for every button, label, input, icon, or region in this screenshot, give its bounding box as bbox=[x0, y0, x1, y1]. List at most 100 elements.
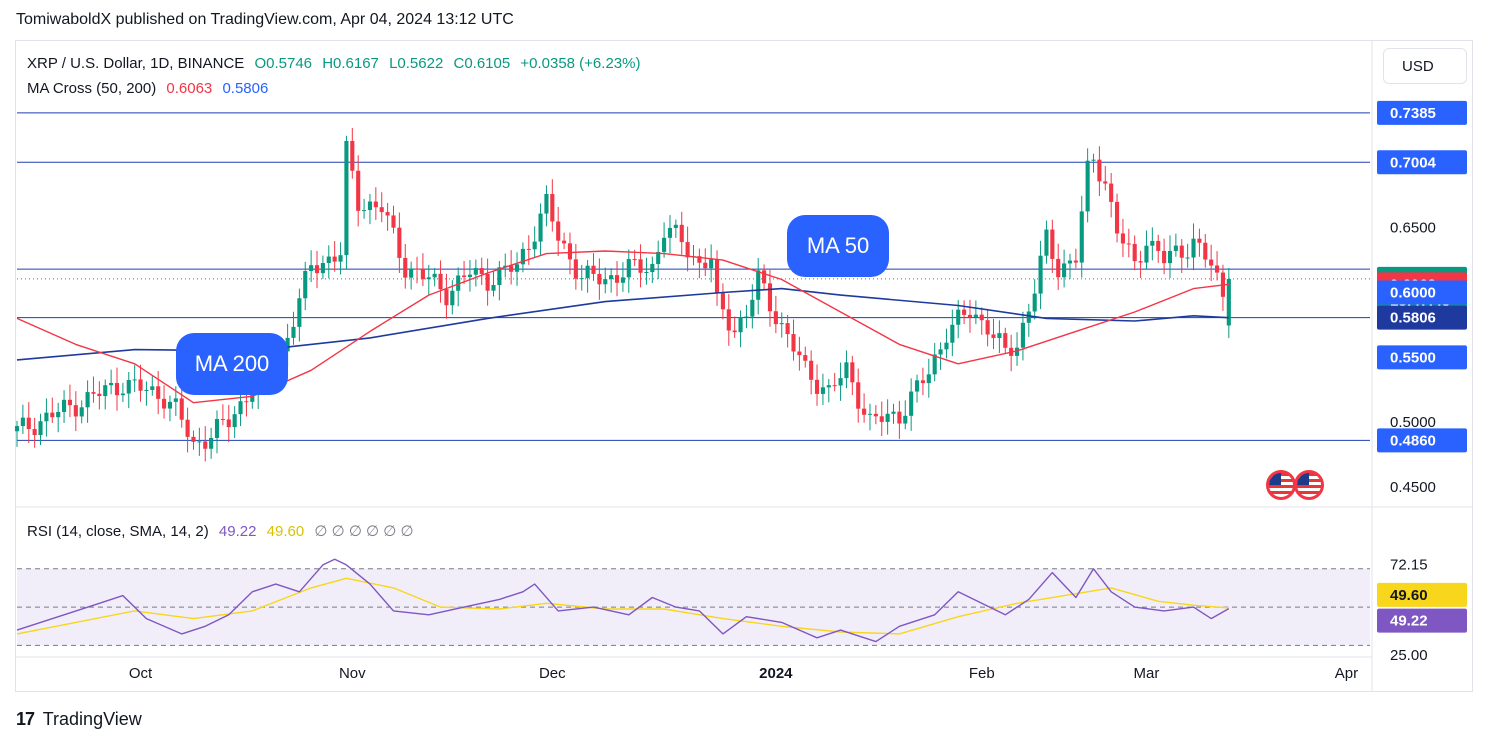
candle-body[interactable] bbox=[809, 360, 814, 380]
candle-body[interactable] bbox=[732, 330, 737, 333]
candle-body[interactable] bbox=[373, 201, 378, 208]
candle-body[interactable] bbox=[297, 298, 302, 327]
candle-body[interactable] bbox=[185, 419, 190, 437]
candle-body[interactable] bbox=[1026, 311, 1031, 323]
candle-body[interactable] bbox=[638, 259, 643, 273]
candle-body[interactable] bbox=[938, 349, 943, 355]
candle-body[interactable] bbox=[726, 309, 731, 331]
candle-body[interactable] bbox=[826, 385, 831, 388]
candle-body[interactable] bbox=[485, 273, 490, 291]
candle-body[interactable] bbox=[803, 355, 808, 361]
candle-body[interactable] bbox=[562, 240, 567, 244]
candle-body[interactable] bbox=[462, 275, 467, 277]
candle-body[interactable] bbox=[862, 408, 867, 415]
candle-body[interactable] bbox=[1062, 263, 1067, 278]
candle-body[interactable] bbox=[720, 293, 725, 310]
candle-body[interactable] bbox=[697, 256, 702, 263]
candle-body[interactable] bbox=[403, 257, 408, 278]
candle-body[interactable] bbox=[320, 263, 325, 274]
candle-body[interactable] bbox=[120, 393, 125, 396]
candle-body[interactable] bbox=[1173, 245, 1178, 251]
candle-body[interactable] bbox=[426, 277, 431, 280]
candle-body[interactable] bbox=[597, 273, 602, 285]
rsi-sma-line[interactable] bbox=[16, 577, 1229, 635]
candle-body[interactable] bbox=[1191, 238, 1196, 258]
candle-body[interactable] bbox=[832, 385, 837, 387]
candle-body[interactable] bbox=[656, 251, 661, 265]
candle-body[interactable] bbox=[509, 265, 514, 272]
candle-body[interactable] bbox=[20, 417, 25, 427]
candle-body[interactable] bbox=[1109, 183, 1114, 202]
candle-body[interactable] bbox=[450, 290, 455, 306]
candle-body[interactable] bbox=[456, 275, 461, 291]
tradingview-brand[interactable]: 17 TradingView bbox=[16, 709, 142, 730]
candle-body[interactable] bbox=[244, 401, 249, 403]
candle-body[interactable] bbox=[1138, 261, 1143, 263]
candle-body[interactable] bbox=[914, 380, 920, 392]
candle-body[interactable] bbox=[844, 362, 849, 379]
candle-body[interactable] bbox=[91, 392, 96, 394]
ma50-line[interactable] bbox=[16, 250, 1229, 404]
candle-body[interactable] bbox=[797, 351, 802, 356]
candle-body[interactable] bbox=[909, 391, 914, 416]
candle-body[interactable] bbox=[1167, 250, 1173, 264]
candle-body[interactable] bbox=[785, 323, 790, 335]
candle-body[interactable] bbox=[791, 334, 796, 352]
candle-body[interactable] bbox=[532, 241, 537, 250]
candle-body[interactable] bbox=[891, 411, 896, 414]
candle-body[interactable] bbox=[1067, 260, 1073, 264]
candle-body[interactable] bbox=[385, 212, 390, 216]
candle-body[interactable] bbox=[956, 309, 961, 325]
candle-body[interactable] bbox=[67, 399, 73, 406]
candle-body[interactable] bbox=[203, 441, 208, 449]
candle-body[interactable] bbox=[109, 382, 114, 386]
candle-body[interactable] bbox=[573, 259, 578, 279]
candle-body[interactable] bbox=[897, 411, 902, 424]
candle-body[interactable] bbox=[309, 265, 314, 272]
candle-body[interactable] bbox=[167, 401, 173, 409]
candle-body[interactable] bbox=[397, 227, 402, 258]
symbol-label[interactable]: XRP / U.S. Dollar, 1D, BINANCE bbox=[27, 55, 245, 72]
candle-body[interactable] bbox=[556, 221, 561, 241]
candle-body[interactable] bbox=[744, 316, 749, 318]
candle-body[interactable] bbox=[362, 210, 367, 212]
candle-body[interactable] bbox=[1179, 245, 1184, 258]
candle-body[interactable] bbox=[226, 419, 231, 428]
candle-body[interactable] bbox=[14, 426, 20, 432]
candle-body[interactable] bbox=[26, 417, 31, 430]
candle-body[interactable] bbox=[973, 314, 978, 318]
candle-body[interactable] bbox=[132, 379, 137, 381]
candle-body[interactable] bbox=[767, 283, 773, 312]
candle-body[interactable] bbox=[326, 256, 331, 264]
candle-body[interactable] bbox=[1003, 333, 1008, 348]
candle-body[interactable] bbox=[497, 267, 502, 286]
candle-body[interactable] bbox=[1091, 159, 1096, 161]
candle-body[interactable] bbox=[950, 324, 955, 343]
candle-body[interactable] bbox=[873, 413, 878, 417]
candle-body[interactable] bbox=[479, 268, 484, 274]
candle-body[interactable] bbox=[585, 265, 590, 279]
candle-body[interactable] bbox=[838, 378, 843, 386]
candle-body[interactable] bbox=[144, 389, 149, 391]
candle-body[interactable] bbox=[56, 411, 61, 418]
candle-body[interactable] bbox=[932, 354, 937, 375]
candle-body[interactable] bbox=[303, 271, 308, 299]
candle-body[interactable] bbox=[814, 379, 820, 394]
candle-body[interactable] bbox=[356, 170, 361, 211]
candle-body[interactable] bbox=[591, 265, 596, 274]
candle-body[interactable] bbox=[962, 309, 967, 315]
candle-body[interactable] bbox=[1150, 240, 1155, 246]
candle-body[interactable] bbox=[626, 259, 631, 278]
candle-body[interactable] bbox=[756, 270, 761, 300]
candle-body[interactable] bbox=[632, 259, 637, 261]
candle-body[interactable] bbox=[1114, 201, 1120, 234]
candle-body[interactable] bbox=[197, 441, 202, 443]
candle-body[interactable] bbox=[409, 268, 414, 278]
candle-body[interactable] bbox=[926, 374, 931, 384]
candle-body[interactable] bbox=[644, 272, 649, 274]
candle-body[interactable] bbox=[679, 224, 684, 243]
candle-body[interactable] bbox=[1203, 242, 1208, 260]
candle-body[interactable] bbox=[1020, 322, 1025, 348]
candle-body[interactable] bbox=[126, 380, 131, 394]
candle-body[interactable] bbox=[444, 289, 449, 306]
